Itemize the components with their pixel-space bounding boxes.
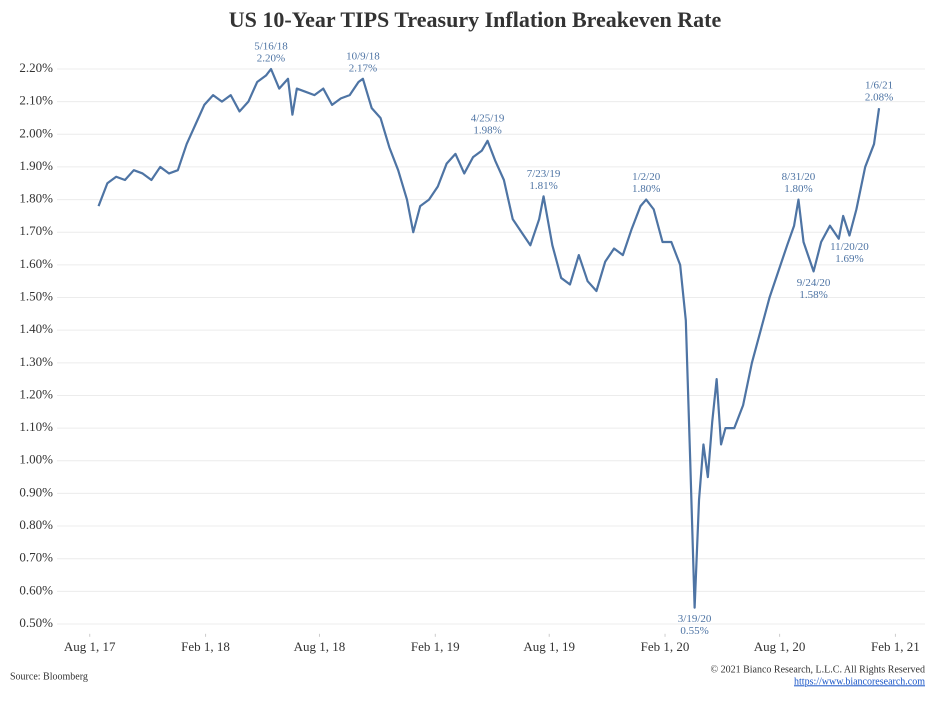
annotation-date: 3/19/20 — [678, 613, 712, 625]
y-tick-label: 0.70% — [19, 550, 53, 565]
y-tick-label: 1.90% — [19, 158, 53, 173]
x-tick-label: Feb 1, 19 — [411, 639, 460, 654]
annotation-value: 1.81% — [529, 180, 557, 192]
annotation-date: 1/2/20 — [632, 171, 661, 183]
y-tick-label: 0.60% — [19, 582, 53, 597]
annotation-value: 1.69% — [835, 253, 863, 265]
y-tick-label: 1.70% — [19, 223, 53, 238]
annotation-value: 1.58% — [799, 289, 827, 301]
y-tick-label: 1.40% — [19, 321, 53, 336]
line-series — [97, 67, 881, 609]
y-tick-label: 1.00% — [19, 452, 53, 467]
chart-title: US 10-Year TIPS Treasury Inflation Break… — [229, 7, 722, 32]
annotation-date: 4/25/19 — [471, 112, 505, 124]
x-tick-label: Aug 1, 20 — [754, 639, 806, 654]
y-tick-label: 0.50% — [19, 615, 53, 630]
source-link[interactable]: https://www.biancoresearch.com — [794, 676, 925, 687]
y-tick-label: 2.20% — [19, 60, 53, 75]
y-tick-label: 1.60% — [19, 256, 53, 271]
y-tick-label: 1.20% — [19, 386, 53, 401]
annotation-date: 10/9/18 — [346, 50, 380, 62]
y-tick-label: 1.30% — [19, 354, 53, 369]
annotation-value: 1.98% — [473, 124, 501, 136]
annotation-value: 2.20% — [257, 53, 285, 65]
annotation-date: 9/24/20 — [797, 277, 831, 289]
x-tick-label: Aug 1, 18 — [294, 639, 346, 654]
y-tick-label: 2.10% — [19, 93, 53, 108]
annotation-value: 1.80% — [784, 183, 812, 195]
annotation-date: 5/16/18 — [254, 41, 288, 53]
annotation-value: 2.17% — [349, 62, 377, 74]
annotation-date: 11/20/20 — [830, 241, 869, 253]
x-tick-label: Feb 1, 21 — [871, 639, 920, 654]
annotation-date: 1/6/21 — [865, 80, 893, 92]
y-tick-label: 1.50% — [19, 289, 53, 304]
y-tick-label: 2.00% — [19, 125, 53, 140]
x-tick-label: Feb 1, 18 — [181, 639, 230, 654]
x-tick-label: Aug 1, 17 — [64, 639, 116, 654]
x-tick-label: Aug 1, 19 — [523, 639, 575, 654]
y-tick-label: 0.90% — [19, 484, 53, 499]
annotation-date: 8/31/20 — [782, 171, 816, 183]
source: Source: Bloomberg — [10, 671, 88, 682]
y-tick-label: 1.80% — [19, 191, 53, 206]
annotation-date: 7/23/19 — [527, 168, 561, 180]
annotation-value: 1.80% — [632, 183, 660, 195]
annotation-value: 2.08% — [865, 92, 893, 104]
y-tick-label: 1.10% — [19, 419, 53, 434]
annotation-value: 0.55% — [680, 625, 708, 637]
y-tick-label: 0.80% — [19, 517, 53, 532]
copyright: © 2021 Bianco Research, L.L.C. All Right… — [710, 664, 925, 675]
x-tick-label: Feb 1, 20 — [641, 639, 690, 654]
